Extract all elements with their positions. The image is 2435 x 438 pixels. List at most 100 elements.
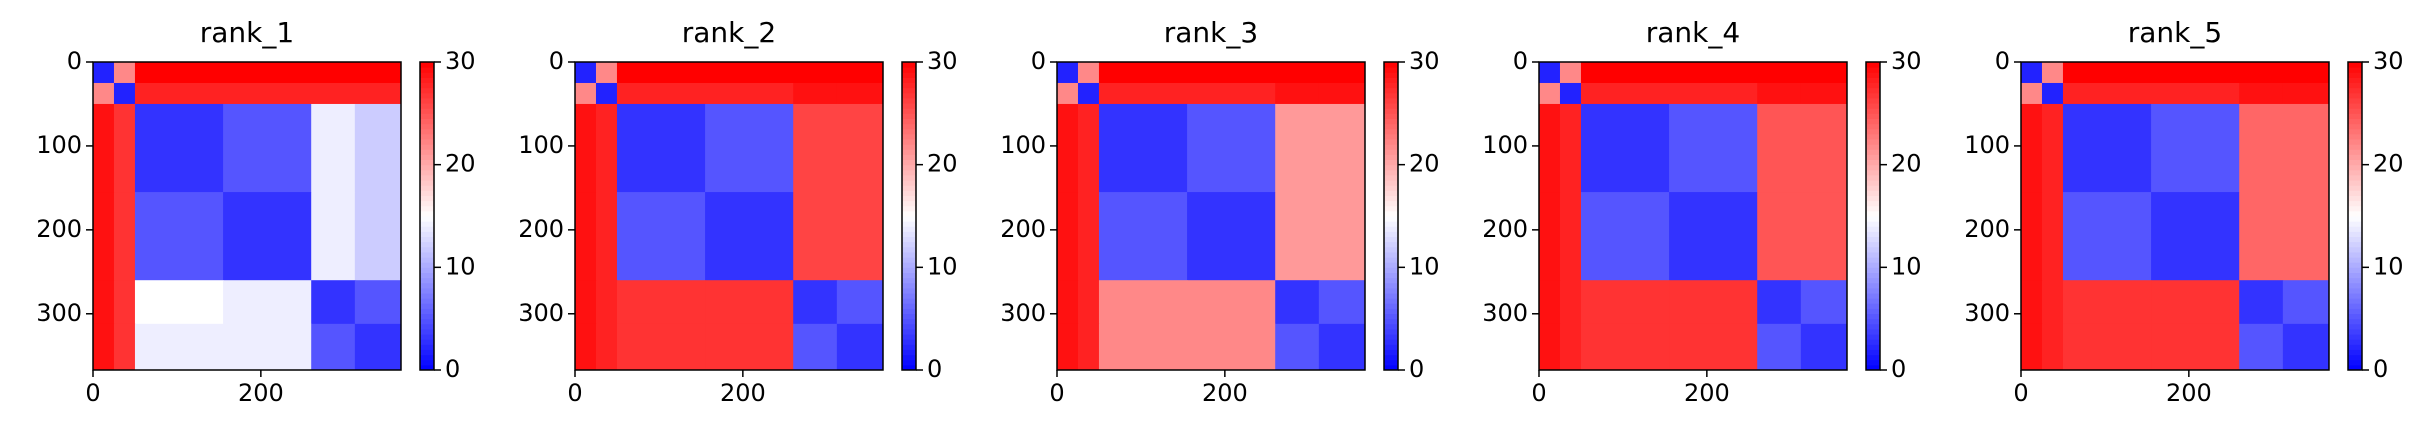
- heatmap-cell: [2151, 82, 2240, 105]
- colorbar-step: [902, 344, 916, 350]
- colorbar-tick-label: 30: [445, 47, 476, 75]
- panel-title: rank_5: [2128, 16, 2222, 49]
- heatmap-cell: [113, 82, 136, 105]
- colorbar-step: [420, 72, 434, 78]
- colorbar-frame: [419, 61, 435, 371]
- heatmap-cell: [793, 192, 838, 281]
- colorbar-tick-label: 0: [927, 355, 942, 383]
- colorbar-step: [902, 82, 916, 89]
- heatmap-cell: [93, 82, 115, 105]
- colorbar-step: [902, 216, 916, 222]
- heatmap-cell: [113, 62, 136, 84]
- colorbar-step: [2348, 77, 2362, 84]
- colorbar-step: [902, 133, 916, 140]
- colorbar-step: [420, 87, 434, 94]
- colorbar-step: [1866, 262, 1880, 268]
- colorbar-step: [1866, 210, 1880, 217]
- heatmap-cell: [1669, 280, 1758, 325]
- colorbar-step: [420, 149, 434, 155]
- colorbar-step: [1866, 174, 1880, 181]
- colorbar-step: [1384, 108, 1398, 114]
- colorbar-step: [420, 154, 434, 161]
- colorbar-step: [420, 82, 434, 89]
- heatmap-cell: [1187, 192, 1276, 281]
- colorbar-step: [1384, 195, 1398, 202]
- colorbar-step: [2348, 159, 2362, 166]
- heatmap-cell: [1539, 62, 1561, 84]
- colorbar-step: [420, 113, 434, 119]
- heatmap-cell: [595, 323, 618, 371]
- heatmap-cell: [1098, 82, 1188, 105]
- colorbar-step: [902, 282, 916, 289]
- colorbar-step: [2348, 298, 2362, 304]
- x-tick-label: 200: [238, 379, 284, 407]
- colorbar-step: [1866, 133, 1880, 140]
- heatmap-cell: [1077, 62, 1100, 84]
- x-tick-label: 0: [567, 379, 582, 407]
- colorbar-step: [2348, 334, 2362, 340]
- colorbar-step: [1384, 139, 1398, 145]
- heatmap-cell: [2041, 280, 2064, 325]
- x-tick-label: 0: [1531, 379, 1546, 407]
- colorbar-step: [1384, 318, 1398, 325]
- heatmap-cell: [575, 192, 597, 281]
- heatmap-cell: [113, 192, 136, 281]
- colorbar-step: [902, 205, 916, 212]
- colorbar-step: [2348, 103, 2362, 109]
- colorbar-step: [1384, 118, 1398, 125]
- heatmap-cell: [705, 280, 794, 325]
- heatmap-cell: [616, 103, 706, 193]
- colorbar-step: [1866, 164, 1880, 171]
- colorbar-step: [1384, 246, 1398, 253]
- colorbar-step: [2348, 282, 2362, 289]
- axes-frame: [1538, 61, 1848, 371]
- x-tick-label: 0: [2013, 379, 2028, 407]
- colorbar-step: [420, 323, 434, 330]
- heatmap-cell: [2239, 62, 2284, 84]
- y-tick-label: 0: [1513, 47, 1528, 75]
- colorbar-step: [902, 123, 916, 130]
- heatmap-cell: [1669, 82, 1758, 105]
- heatmap-cell: [1559, 103, 1582, 193]
- y-tick-label: 100: [1964, 131, 2010, 159]
- colorbar-step: [1384, 287, 1398, 294]
- colorbar-step: [902, 113, 916, 119]
- heatmap-cell: [1318, 280, 1366, 325]
- colorbar-step: [2348, 308, 2362, 315]
- colorbar-step: [2348, 349, 2362, 356]
- heatmap-cell: [1098, 280, 1188, 325]
- colorbar-step: [2348, 205, 2362, 212]
- heatmap-cell: [1580, 323, 1670, 371]
- heatmap-cell: [311, 323, 356, 371]
- colorbar-step: [1384, 293, 1398, 299]
- colorbar-frame: [1383, 61, 1399, 371]
- colorbar-step: [1384, 267, 1398, 273]
- y-tick-label: 0: [67, 47, 82, 75]
- heatmap-cell: [1187, 62, 1276, 84]
- heatmap-cell: [1057, 323, 1079, 371]
- y-tick-label: 300: [36, 299, 82, 327]
- colorbar-tick-label: 30: [2373, 47, 2404, 75]
- heatmap-cell: [836, 323, 884, 371]
- colorbar-tick-label: 20: [1409, 150, 1440, 178]
- colorbar-step: [902, 257, 916, 263]
- y-tick-label: 100: [518, 131, 564, 159]
- axes-frame: [2020, 61, 2330, 371]
- colorbar-tick-label: 0: [2373, 355, 2388, 383]
- colorbar-step: [1384, 251, 1398, 258]
- colorbar-step: [1384, 323, 1398, 330]
- colorbar-step: [2348, 62, 2362, 68]
- heatmap-cell: [223, 82, 312, 105]
- colorbar-step: [1866, 277, 1880, 284]
- colorbar-step: [2348, 144, 2362, 150]
- colorbar-step: [420, 303, 434, 309]
- heatmap-cell: [2239, 192, 2284, 281]
- colorbar-step: [902, 67, 916, 73]
- colorbar-tick-label: 0: [445, 355, 460, 383]
- colorbar-step: [2348, 154, 2362, 161]
- heatmap-cell: [793, 62, 838, 84]
- colorbar-step: [420, 108, 434, 114]
- colorbar-step: [1866, 200, 1880, 207]
- colorbar-step: [2348, 364, 2362, 371]
- heatmap-cell: [1539, 280, 1561, 325]
